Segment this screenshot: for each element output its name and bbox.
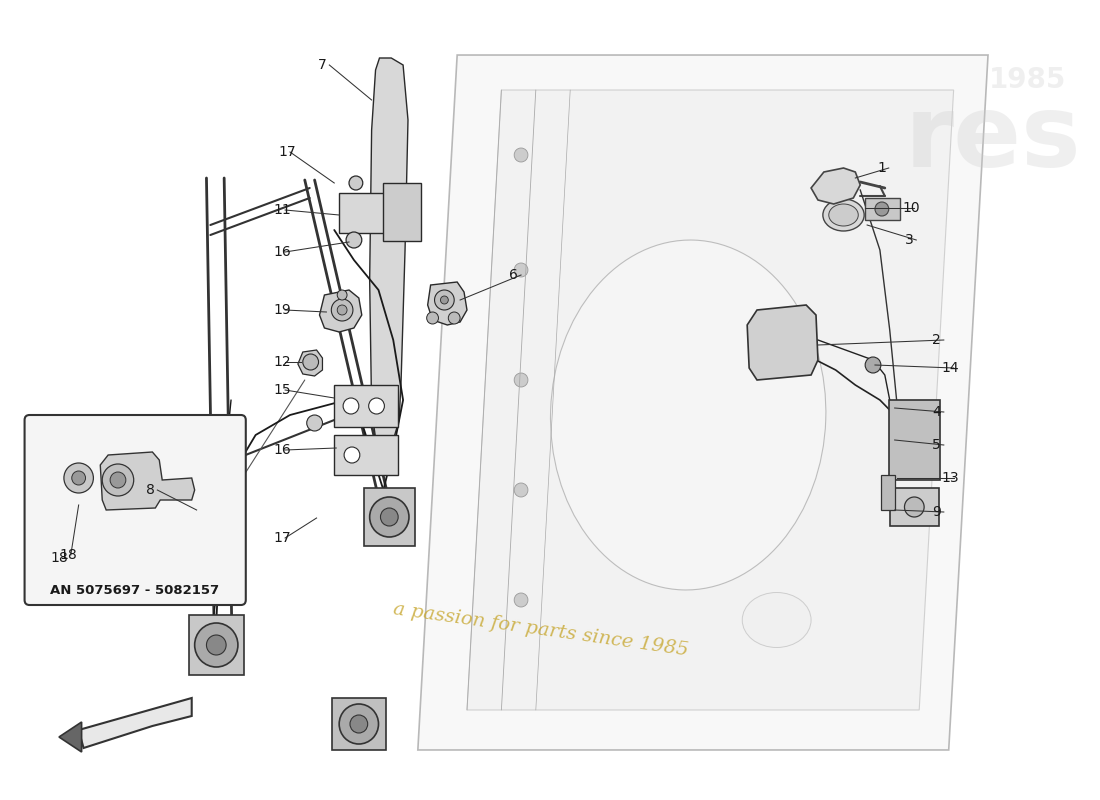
Polygon shape [811,168,860,204]
Ellipse shape [550,240,826,590]
Text: 4: 4 [932,405,940,419]
Text: a passion for parts since 1985: a passion for parts since 1985 [392,600,690,660]
Circle shape [874,202,889,216]
Bar [890,488,939,526]
Circle shape [207,635,227,655]
Circle shape [339,704,378,744]
Bar [189,615,244,675]
FancyBboxPatch shape [24,415,245,605]
Circle shape [102,464,134,496]
Polygon shape [370,58,408,442]
Bar [332,698,386,750]
Text: 15: 15 [273,383,290,397]
Polygon shape [468,90,954,710]
Circle shape [434,290,454,310]
Text: 3: 3 [904,233,913,247]
Bar [384,183,421,241]
Circle shape [514,483,528,497]
Circle shape [440,296,449,304]
Text: 6: 6 [509,268,518,282]
Polygon shape [100,452,195,510]
Text: 1: 1 [877,161,886,175]
Text: AN 5075697 - 5082157: AN 5075697 - 5082157 [51,583,219,597]
Polygon shape [59,722,81,752]
Text: 19: 19 [273,303,292,317]
Bar [364,488,415,546]
Polygon shape [428,282,468,325]
Circle shape [370,497,409,537]
Text: 5: 5 [932,438,940,452]
Circle shape [514,593,528,607]
Bar [334,435,398,475]
Circle shape [368,398,384,414]
Ellipse shape [823,199,865,231]
Circle shape [514,148,528,162]
Circle shape [350,715,367,733]
Circle shape [338,290,346,300]
Polygon shape [418,55,988,750]
Text: 8: 8 [145,483,154,497]
Text: 11: 11 [273,203,292,217]
Bar [881,475,894,510]
Text: 17: 17 [278,145,296,159]
Polygon shape [79,698,191,748]
Ellipse shape [742,593,811,647]
Text: 14: 14 [942,361,959,375]
Circle shape [307,415,322,431]
Polygon shape [298,350,322,376]
Text: 9: 9 [932,505,940,519]
Circle shape [514,373,528,387]
Circle shape [449,312,460,324]
Circle shape [338,305,346,315]
Circle shape [202,436,218,452]
Circle shape [381,508,398,526]
Circle shape [343,398,359,414]
Circle shape [72,471,86,485]
Text: 12: 12 [273,355,290,369]
Text: 18: 18 [51,551,68,565]
Circle shape [344,447,360,463]
Bar [339,193,394,233]
Bar [865,198,900,220]
Circle shape [865,357,881,373]
Text: 13: 13 [942,471,959,485]
Text: res: res [904,91,1081,189]
Circle shape [64,463,94,493]
Text: 17: 17 [273,531,290,545]
Text: 2: 2 [932,333,940,347]
Text: 16: 16 [273,245,292,259]
Text: 16: 16 [273,443,292,457]
Circle shape [514,263,528,277]
Bar [197,430,234,458]
Polygon shape [747,305,818,380]
Circle shape [346,232,362,248]
Circle shape [904,497,924,517]
Circle shape [110,472,125,488]
Circle shape [302,354,319,370]
Circle shape [195,623,238,667]
Text: 1985: 1985 [989,66,1066,94]
Ellipse shape [828,204,858,226]
Text: 18: 18 [59,548,77,562]
Circle shape [331,299,353,321]
Circle shape [427,312,439,324]
Text: 7: 7 [318,58,327,72]
Text: 10: 10 [902,201,920,215]
Circle shape [349,176,363,190]
Bar [889,400,939,480]
Polygon shape [319,290,362,332]
Bar [334,385,398,427]
